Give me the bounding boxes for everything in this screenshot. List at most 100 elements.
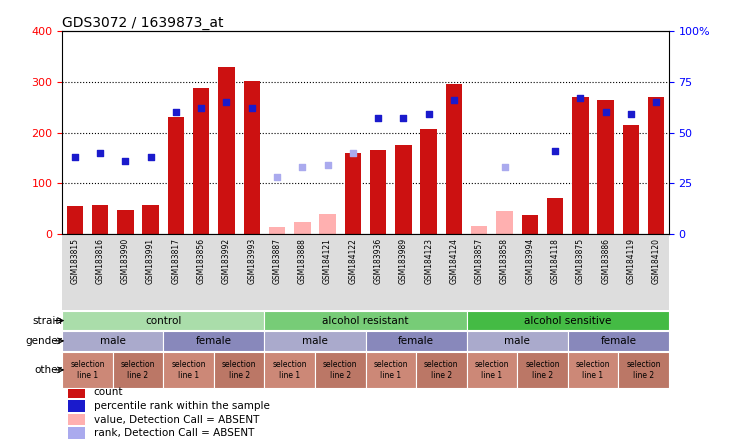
Text: GSM183990: GSM183990 — [121, 238, 130, 284]
Text: selection
line 2: selection line 2 — [626, 360, 661, 380]
Text: control: control — [145, 316, 181, 325]
Point — [221, 99, 232, 106]
Bar — [572, 97, 588, 234]
Point — [448, 97, 460, 104]
Text: selection
line 1: selection line 1 — [70, 360, 105, 380]
Bar — [167, 117, 184, 234]
Text: GSM183993: GSM183993 — [247, 238, 257, 284]
Point — [322, 162, 333, 169]
Text: selection
line 2: selection line 2 — [323, 360, 357, 380]
Bar — [219, 67, 235, 234]
Text: female: female — [600, 336, 636, 346]
Text: GSM183991: GSM183991 — [146, 238, 155, 284]
Text: GSM183858: GSM183858 — [500, 238, 509, 284]
Bar — [518, 352, 568, 388]
Bar — [319, 214, 336, 234]
Bar — [265, 311, 466, 330]
Text: GSM184119: GSM184119 — [626, 238, 635, 284]
Point — [499, 164, 510, 171]
Bar — [522, 215, 538, 234]
Text: GSM183994: GSM183994 — [526, 238, 534, 284]
Bar — [344, 153, 361, 234]
Text: other: other — [34, 365, 62, 375]
Bar — [496, 211, 512, 234]
Bar — [466, 352, 518, 388]
Bar — [143, 205, 159, 234]
Text: GSM183888: GSM183888 — [298, 238, 307, 284]
Text: GSM184122: GSM184122 — [349, 238, 357, 284]
Text: GSM184123: GSM184123 — [424, 238, 433, 284]
Bar — [163, 331, 265, 351]
Bar — [568, 352, 618, 388]
Text: GSM183817: GSM183817 — [171, 238, 181, 284]
Bar — [315, 352, 366, 388]
Text: alcohol resistant: alcohol resistant — [322, 316, 409, 325]
Bar — [446, 84, 462, 234]
Bar — [618, 352, 669, 388]
Bar — [163, 352, 213, 388]
Bar — [471, 226, 488, 234]
Text: GSM183875: GSM183875 — [576, 238, 585, 284]
Bar — [416, 352, 466, 388]
Text: GSM183816: GSM183816 — [96, 238, 105, 284]
Text: GSM183815: GSM183815 — [70, 238, 79, 284]
Bar — [370, 151, 387, 234]
Point — [423, 111, 434, 118]
Point — [69, 154, 80, 161]
Text: female: female — [196, 336, 232, 346]
Text: GSM183856: GSM183856 — [197, 238, 205, 284]
Bar — [113, 352, 163, 388]
Text: rank, Detection Call = ABSENT: rank, Detection Call = ABSENT — [94, 428, 254, 438]
Text: female: female — [398, 336, 434, 346]
Bar — [265, 331, 366, 351]
Bar — [466, 311, 669, 330]
Bar — [62, 331, 163, 351]
Text: strain: strain — [32, 316, 62, 325]
Text: selection
line 1: selection line 1 — [273, 360, 307, 380]
Text: GSM183857: GSM183857 — [474, 238, 484, 284]
Text: GSM183887: GSM183887 — [273, 238, 281, 284]
Bar — [117, 210, 134, 234]
Text: GSM183992: GSM183992 — [222, 238, 231, 284]
Point — [195, 105, 207, 112]
Text: count: count — [94, 387, 124, 397]
Bar — [62, 352, 113, 388]
Bar — [68, 428, 85, 439]
Text: GSM184118: GSM184118 — [550, 238, 560, 284]
Text: GSM183989: GSM183989 — [399, 238, 408, 284]
Text: GSM184121: GSM184121 — [323, 238, 332, 284]
Text: GDS3072 / 1639873_at: GDS3072 / 1639873_at — [62, 16, 224, 30]
Text: selection
line 2: selection line 2 — [424, 360, 458, 380]
Bar — [597, 99, 614, 234]
Point — [398, 115, 409, 122]
Text: male: male — [504, 336, 530, 346]
Text: percentile rank within the sample: percentile rank within the sample — [94, 401, 270, 411]
Text: male: male — [99, 336, 126, 346]
Bar — [68, 387, 85, 398]
Text: selection
line 1: selection line 1 — [576, 360, 610, 380]
Bar — [395, 145, 412, 234]
Bar — [243, 81, 260, 234]
Text: alcohol sensitive: alcohol sensitive — [524, 316, 611, 325]
Bar — [366, 331, 466, 351]
Point — [651, 99, 662, 106]
Text: selection
line 2: selection line 2 — [121, 360, 155, 380]
Text: selection
line 1: selection line 1 — [374, 360, 408, 380]
Bar — [466, 331, 568, 351]
Bar — [92, 205, 108, 234]
Point — [271, 174, 283, 181]
Bar — [648, 97, 664, 234]
Bar — [420, 129, 437, 234]
Text: GSM184120: GSM184120 — [652, 238, 661, 284]
Bar — [67, 206, 83, 234]
Point — [549, 147, 561, 155]
Text: GSM184124: GSM184124 — [450, 238, 458, 284]
Text: selection
line 2: selection line 2 — [221, 360, 257, 380]
Bar — [269, 226, 285, 234]
Bar — [213, 352, 265, 388]
Point — [94, 150, 106, 157]
Bar — [193, 88, 209, 234]
Point — [575, 95, 586, 102]
Bar — [568, 331, 669, 351]
Bar — [62, 311, 265, 330]
